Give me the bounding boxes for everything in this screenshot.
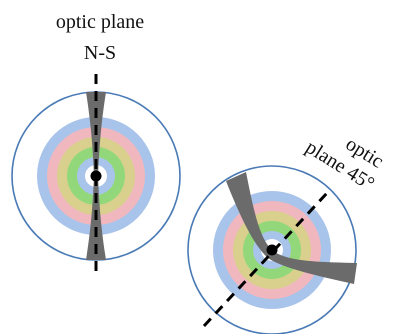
melatope-dot [90, 170, 102, 182]
isogyre-brush [226, 172, 357, 284]
interference-figure-45 [187, 165, 357, 334]
label-ns-line2: N-S [84, 42, 116, 64]
optic-plane-line-45 [202, 191, 329, 328]
interference-figure-ns [11, 74, 181, 272]
melatope-dot [266, 244, 278, 256]
label-ns-line1: optic plane [56, 11, 144, 33]
